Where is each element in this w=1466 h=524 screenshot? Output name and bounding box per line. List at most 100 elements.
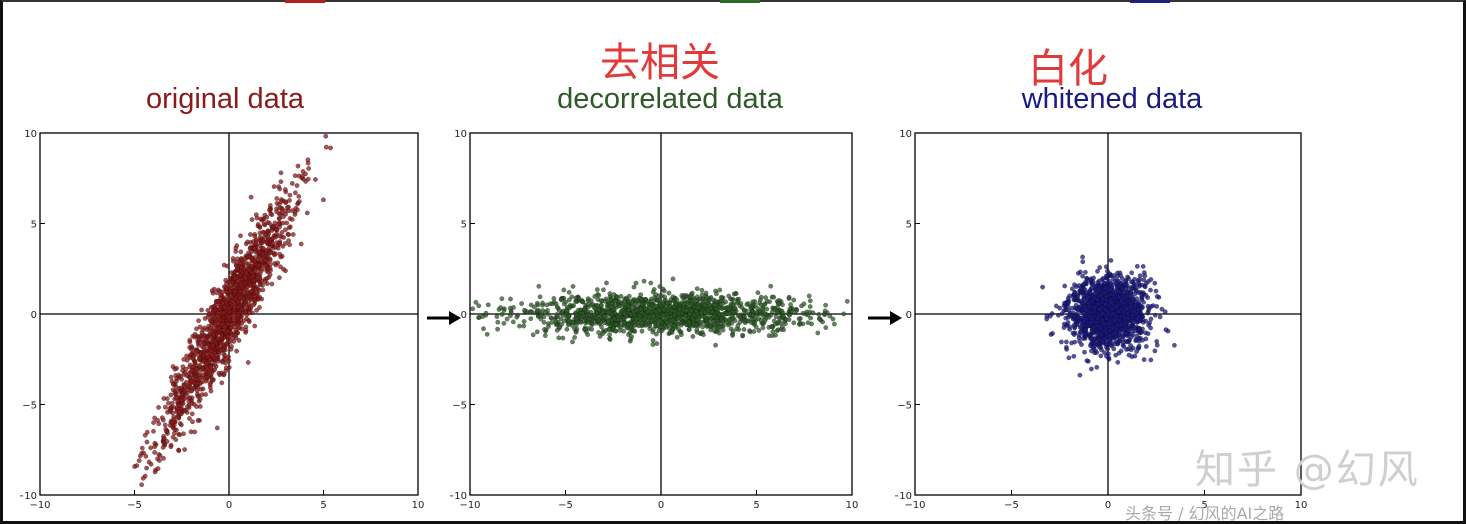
scatter-point (162, 436, 167, 441)
scatter-point (695, 304, 701, 310)
scatter-point (260, 287, 266, 293)
scatter-point (571, 303, 576, 308)
scatter-point (791, 297, 797, 303)
scatter-point (207, 382, 213, 388)
scatter-point (807, 298, 813, 304)
scatter-point (234, 243, 240, 248)
scatter-point (160, 417, 166, 423)
scatter-point (830, 316, 836, 322)
scatter-point (1137, 277, 1143, 282)
scatter-point (226, 334, 232, 340)
y-tick-label: −10 (450, 491, 467, 502)
scatter-point (193, 366, 199, 372)
scatter-point (1107, 279, 1113, 284)
scatter-point (1110, 310, 1116, 316)
scatter-point (559, 322, 564, 327)
scatter-point (544, 302, 550, 308)
scatter-point (1062, 300, 1067, 306)
scatter-point (569, 294, 575, 300)
y-tick-label: −5 (22, 401, 37, 412)
scatter-point (236, 325, 241, 331)
scatter-point (1136, 343, 1142, 349)
scatter-point (538, 313, 544, 318)
scatter-point (776, 301, 782, 307)
scatter-point (810, 310, 816, 316)
scatter-point (1110, 325, 1116, 331)
scatter-point (1069, 340, 1074, 346)
scatter-point (1133, 288, 1139, 294)
scatter-point (583, 326, 588, 332)
scatter-point (760, 325, 766, 331)
scatter-point (1099, 338, 1104, 343)
scatter-point (181, 431, 186, 437)
scatter-point (1087, 313, 1092, 319)
scatter-point (214, 425, 220, 431)
scatter-point (182, 408, 187, 414)
scatter-point (594, 315, 600, 320)
scatter-point (801, 301, 807, 307)
scatter-point (247, 310, 252, 316)
scatter-point (631, 328, 637, 334)
scatter-point (686, 327, 692, 332)
scatter-point (473, 299, 479, 305)
scatter-point (760, 306, 766, 312)
scatter-point (651, 304, 657, 310)
scatter-point (1127, 323, 1133, 329)
scatter-point (585, 302, 591, 307)
scatter-point (1096, 278, 1102, 284)
scatter-point (616, 303, 622, 309)
scatter-point (164, 396, 170, 401)
scatter-point (233, 333, 238, 338)
scatter-point (1115, 359, 1121, 365)
scatter-point (278, 199, 284, 204)
scatter-point (631, 309, 637, 315)
scatter-point (570, 339, 575, 345)
scatter-point (173, 437, 179, 442)
scatter-point (718, 321, 724, 327)
scatter-point (797, 321, 802, 327)
scatter-point (268, 203, 273, 208)
scatter-point (563, 299, 569, 305)
scatter-point (220, 359, 225, 365)
x-tick-label: 0 (658, 500, 664, 511)
scatter-point (1154, 304, 1160, 309)
scatter-point (1090, 329, 1096, 335)
scatter-point (257, 305, 262, 310)
scatter-point (639, 321, 645, 327)
scatter-point (1082, 349, 1087, 355)
scatter-point (534, 329, 540, 335)
scatter-point (1124, 307, 1130, 312)
scatter-point (258, 216, 263, 222)
scatter-point (1059, 339, 1064, 345)
scatter-point (1146, 322, 1151, 328)
scatter-point (1128, 304, 1134, 310)
scatter-point (292, 173, 298, 179)
scatter-point (245, 239, 250, 245)
scatter-point (1094, 350, 1100, 355)
scatter-point (683, 313, 689, 319)
x-tick-label: 10 (412, 500, 425, 511)
scatter-point (155, 417, 160, 423)
scatter-point (676, 327, 681, 332)
scatter-point (617, 328, 623, 333)
scatter-point (1145, 331, 1151, 337)
scatter-point (1129, 354, 1135, 360)
decorrelate-heading-cn: 去相关 (600, 40, 720, 86)
scatter-point (597, 334, 603, 339)
scatter-point (211, 355, 217, 361)
scatter-point (256, 263, 262, 268)
scatter-point (750, 309, 756, 315)
scatter-point (204, 327, 210, 333)
scatter-point (1104, 330, 1109, 336)
scatter-point (148, 445, 154, 451)
scatter-point (323, 144, 329, 150)
scatter-point (1113, 334, 1119, 339)
scatter-point (708, 327, 714, 333)
scatter-point (1148, 357, 1154, 363)
scatter-point (684, 307, 689, 313)
scatter-point (631, 284, 637, 290)
scatter-point (598, 298, 604, 304)
scatter-point (650, 338, 656, 343)
scatter-point (1081, 319, 1086, 325)
scatter-point (564, 308, 569, 314)
